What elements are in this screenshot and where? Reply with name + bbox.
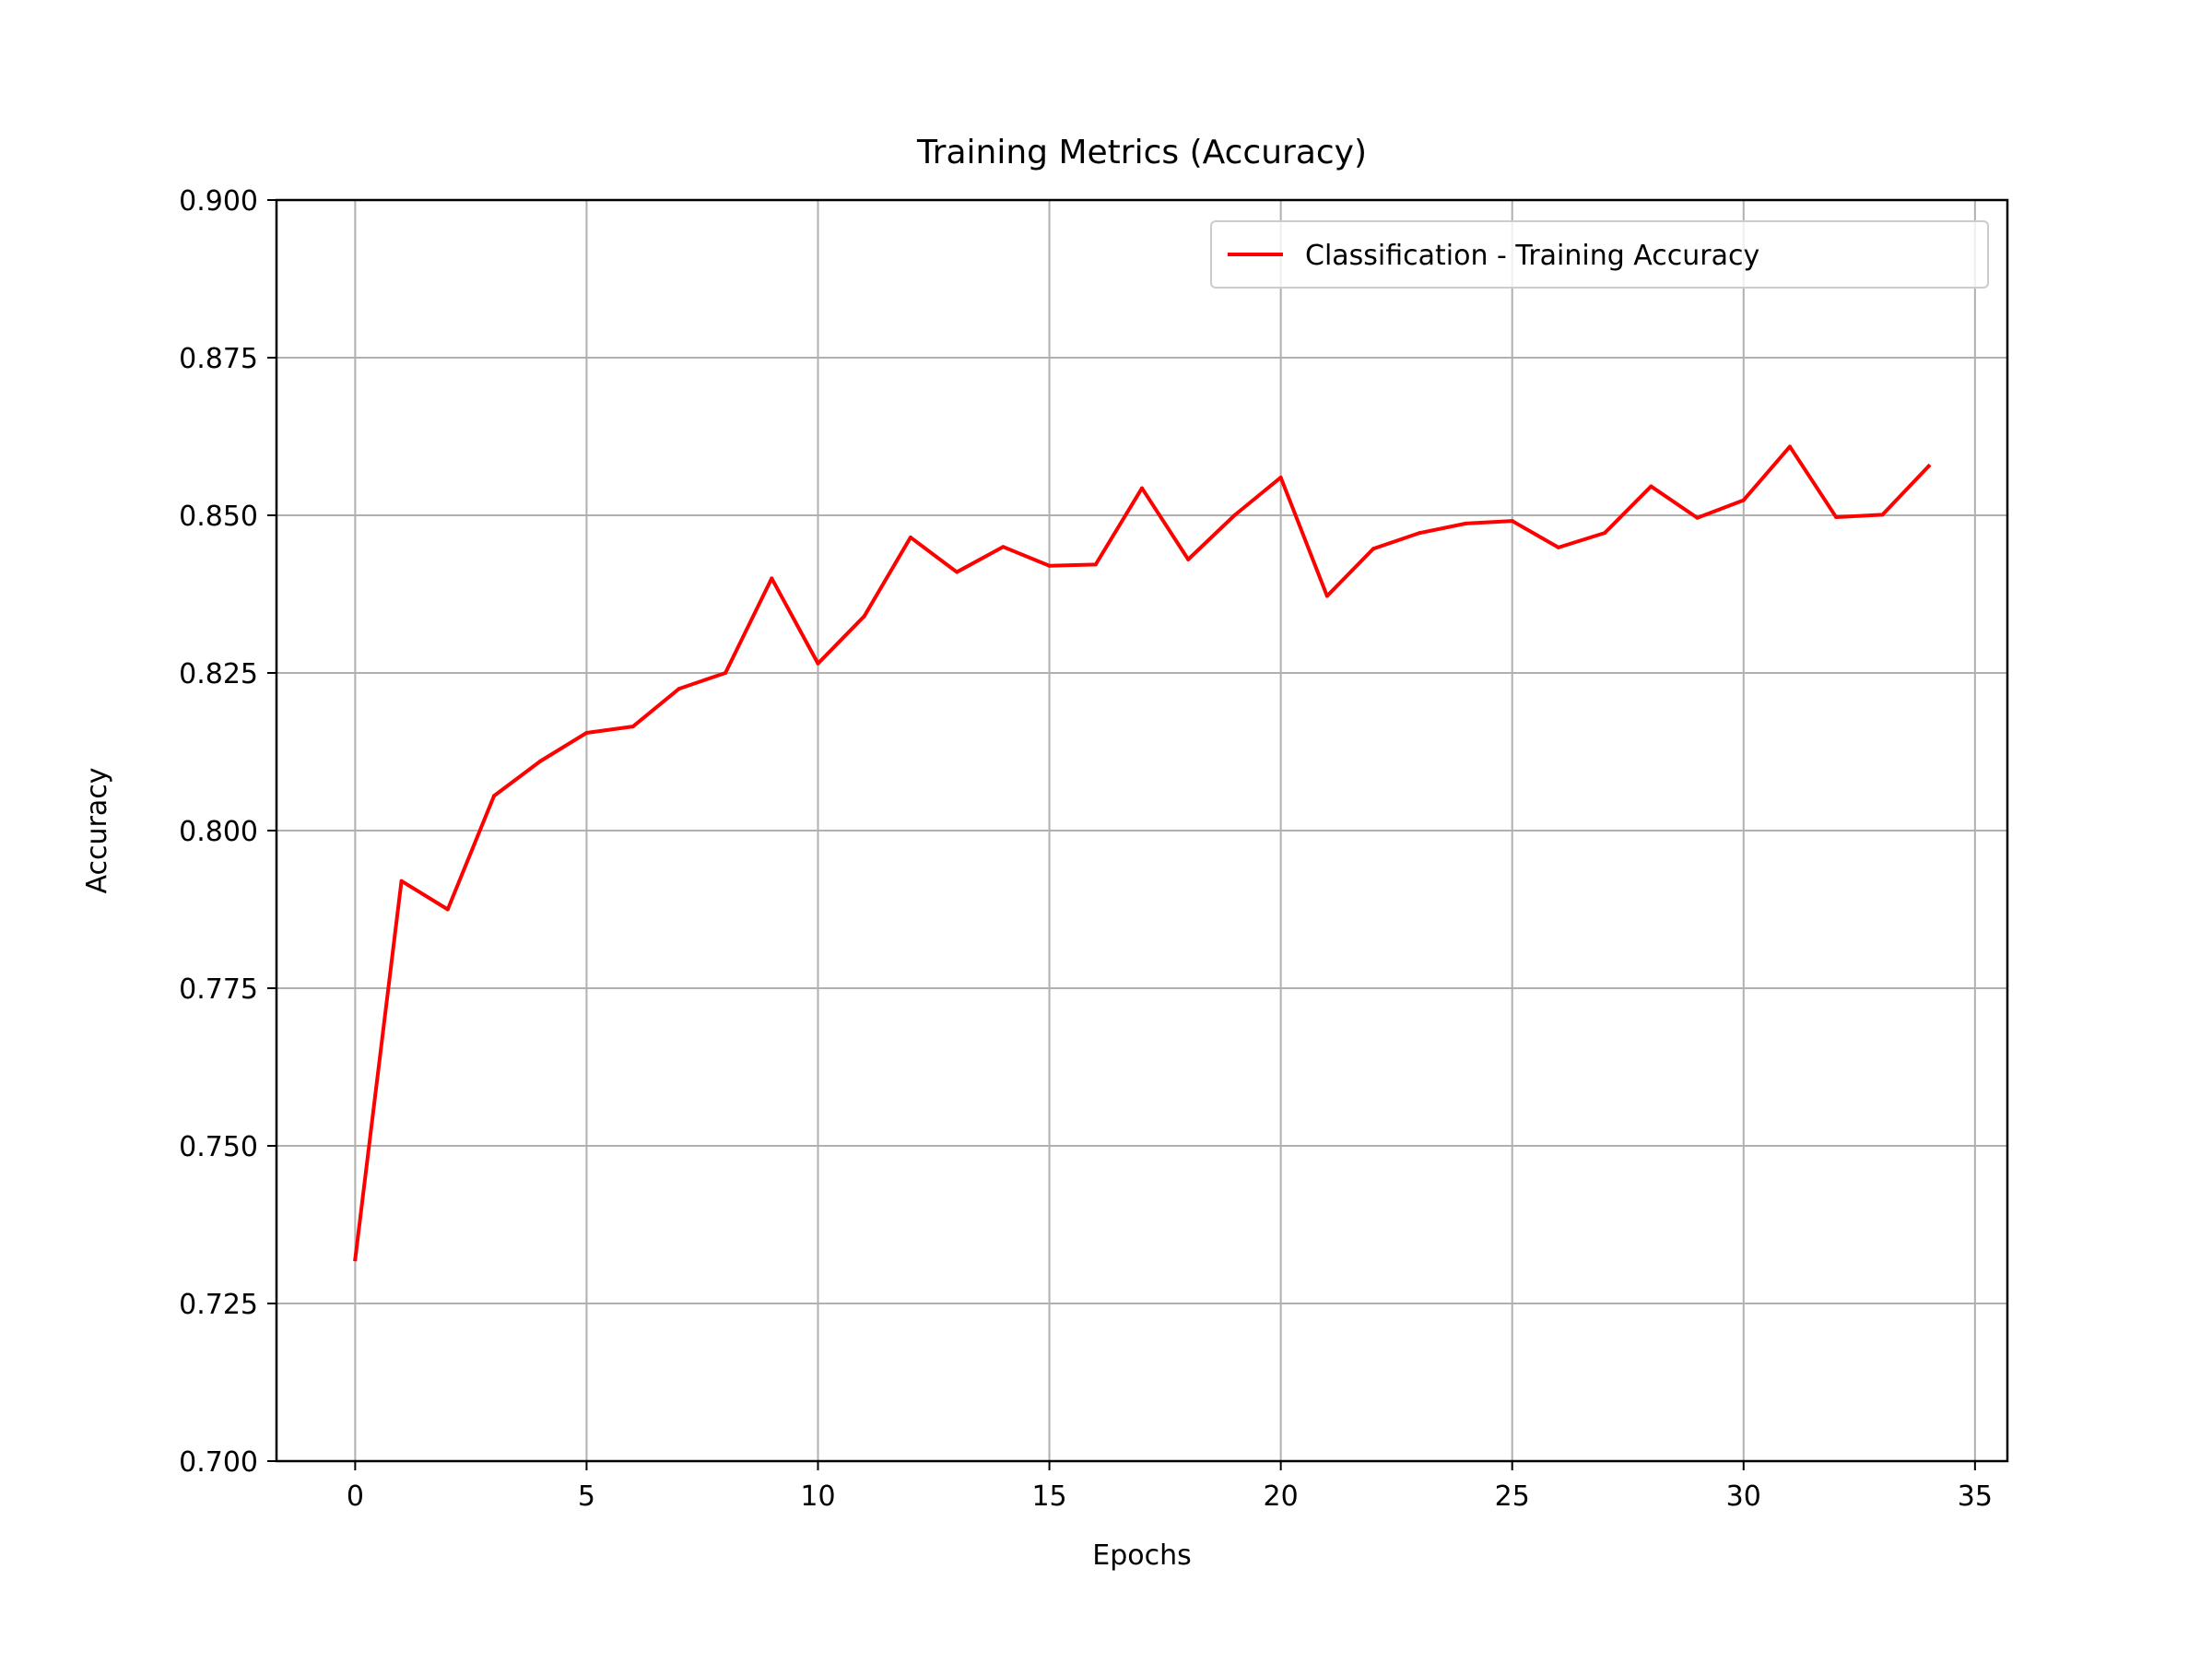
data-point bbox=[677, 687, 681, 691]
chart-title: Training Metrics (Accuracy) bbox=[916, 134, 1367, 171]
data-point bbox=[862, 614, 866, 619]
data-point bbox=[1001, 545, 1006, 549]
data-point bbox=[1510, 519, 1514, 524]
data-point bbox=[1695, 515, 1700, 520]
data-point bbox=[816, 661, 820, 666]
y-tick-label: 0.750 bbox=[179, 1131, 258, 1163]
x-tick-label: 0 bbox=[347, 1480, 364, 1513]
data-point bbox=[1324, 594, 1329, 598]
x-tick-label: 30 bbox=[1726, 1480, 1761, 1513]
data-point bbox=[584, 730, 589, 735]
data-point bbox=[399, 879, 404, 883]
data-point bbox=[1464, 521, 1468, 525]
data-point bbox=[630, 725, 635, 729]
x-axis-label: Epochs bbox=[1092, 1539, 1192, 1572]
legend: Classification - Training Accuracy bbox=[1210, 220, 1989, 289]
data-point bbox=[955, 570, 959, 574]
data-point bbox=[1232, 513, 1237, 517]
data-point bbox=[353, 1257, 358, 1262]
legend-box bbox=[1210, 220, 1989, 289]
x-tick-label: 10 bbox=[800, 1480, 835, 1513]
data-point bbox=[445, 907, 450, 912]
x-tick-label: 20 bbox=[1264, 1480, 1299, 1513]
data-point bbox=[1093, 562, 1098, 567]
data-point bbox=[538, 759, 543, 763]
y-tick-label: 0.725 bbox=[179, 1289, 258, 1321]
data-point bbox=[1047, 563, 1052, 568]
data-point bbox=[1649, 484, 1653, 489]
data-point bbox=[724, 671, 728, 675]
x-tick-label: 25 bbox=[1495, 1480, 1530, 1513]
data-point bbox=[1603, 531, 1607, 536]
grid-lines bbox=[276, 200, 2007, 1461]
y-tick-label: 0.850 bbox=[179, 501, 258, 533]
data-point bbox=[1880, 513, 1885, 517]
data-point bbox=[1834, 515, 1839, 520]
y-tick-label: 0.800 bbox=[179, 816, 258, 848]
y-tick-label: 0.900 bbox=[179, 185, 258, 218]
y-tick-label: 0.875 bbox=[179, 343, 258, 375]
axis-ticks: 0 5 10 15 20 25 30 35 0.700 0.725 0.750 0.775 0.800 0… bbox=[179, 185, 1993, 1513]
data-point bbox=[1741, 498, 1746, 502]
y-tick-label: 0.700 bbox=[179, 1446, 258, 1479]
data-point bbox=[1140, 486, 1144, 490]
y-axis-label: Accuracy bbox=[81, 768, 113, 894]
series-lines bbox=[353, 444, 1932, 1262]
data-point bbox=[1926, 464, 1931, 468]
x-tick-label: 5 bbox=[578, 1480, 595, 1513]
data-point bbox=[908, 535, 912, 539]
data-point bbox=[492, 794, 497, 798]
x-tick-label: 35 bbox=[1958, 1480, 1993, 1513]
data-point bbox=[1787, 444, 1792, 449]
data-point bbox=[1418, 531, 1422, 536]
data-point bbox=[1371, 547, 1376, 551]
data-point bbox=[1278, 475, 1283, 479]
y-tick-label: 0.775 bbox=[179, 973, 258, 1006]
y-tick-label: 0.825 bbox=[179, 658, 258, 690]
data-point bbox=[1186, 557, 1191, 561]
legend-label: Classification - Training Accuracy bbox=[1305, 240, 1759, 272]
data-point bbox=[770, 576, 774, 581]
data-point bbox=[1556, 545, 1560, 549]
x-tick-label: 15 bbox=[1031, 1480, 1066, 1513]
